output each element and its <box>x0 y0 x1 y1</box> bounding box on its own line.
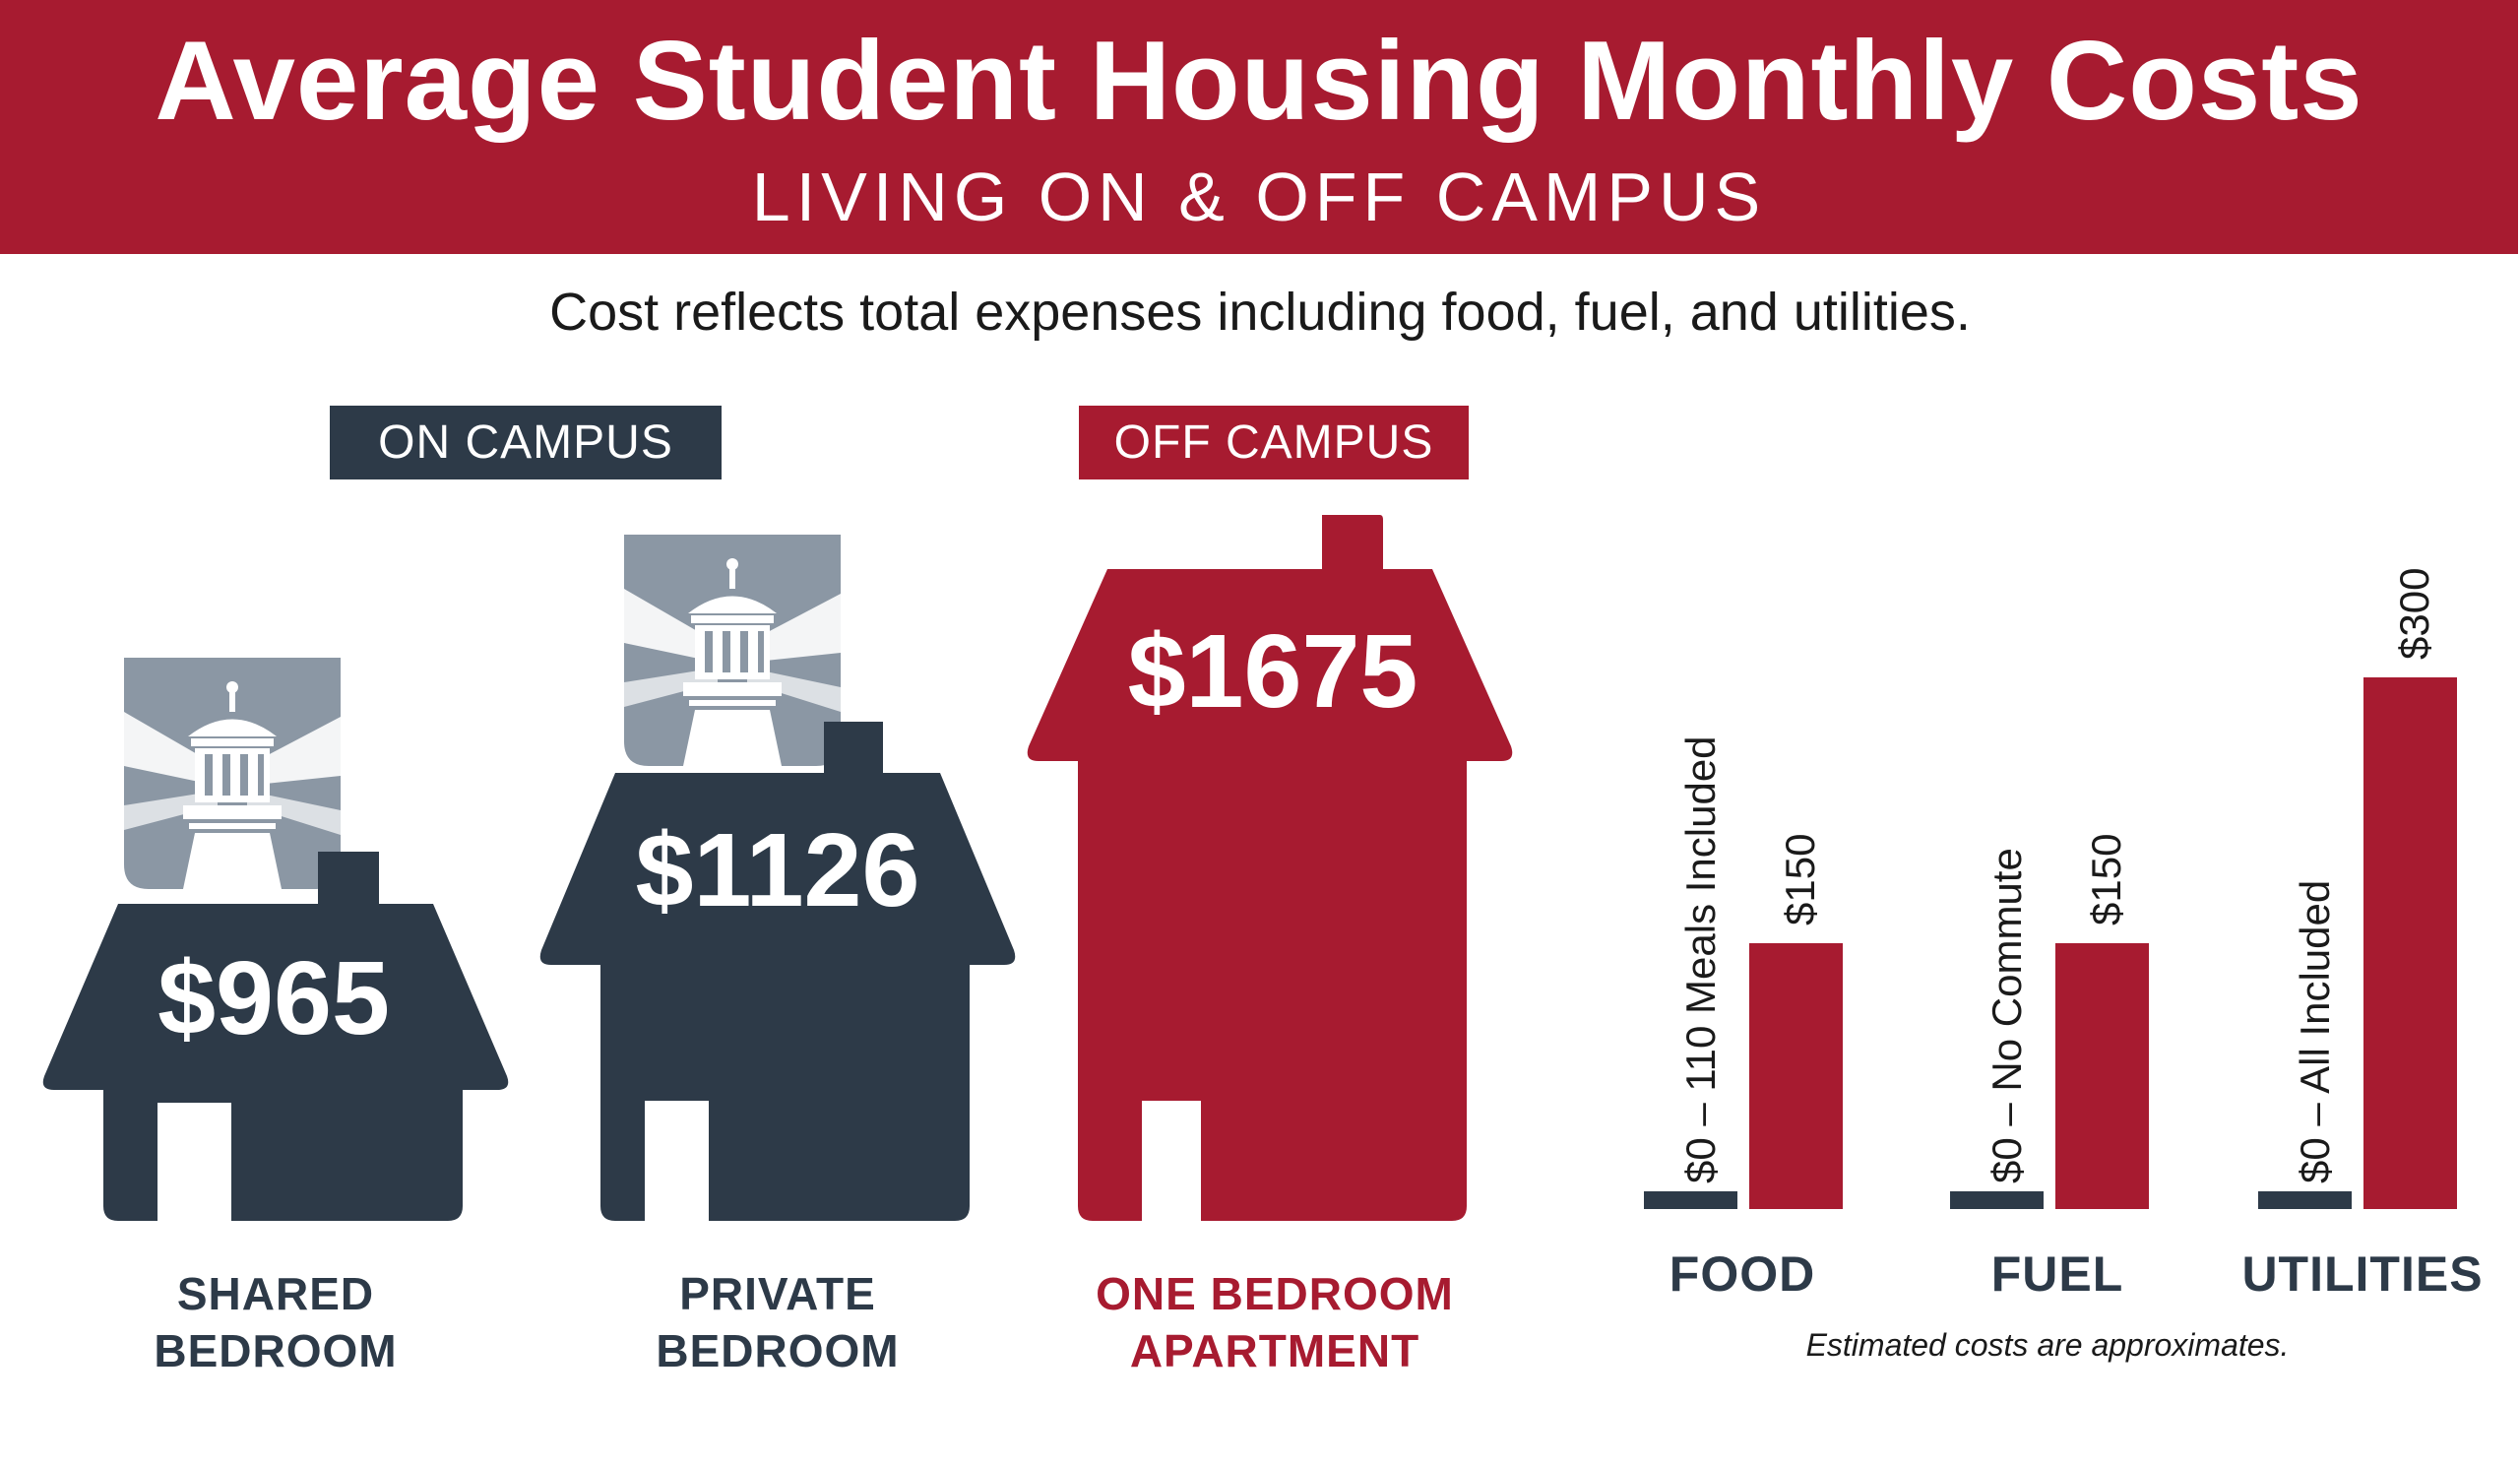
shared-bedroom-label: SHARED BEDROOM <box>79 1265 472 1379</box>
category-label-utilities: UTILITIES <box>2241 1246 2484 1302</box>
page-title: Average Student Housing Monthly Costs <box>155 19 2363 144</box>
label-line: PRIVATE <box>679 1268 876 1319</box>
label-line: APARTMENT <box>1129 1325 1420 1376</box>
category-label-fuel: FUEL <box>1990 1246 2124 1302</box>
bar-value-label-fuel: $150 <box>2083 834 2129 925</box>
cost-bar-chart: $0 – 110 Meals Included $150 $0 – No Commu… <box>1644 568 2457 1209</box>
bar-label-on-campus-fuel: $0 – No Commute <box>1984 848 2030 1183</box>
label-line: ONE BEDROOM <box>1096 1268 1454 1319</box>
private-bedroom-house: $1126 <box>539 535 1016 1221</box>
bar-value-label-utilities: $300 <box>2391 568 2437 660</box>
lighthouse-icon <box>624 535 841 766</box>
private-bedroom-label: PRIVATE BEDROOM <box>581 1265 975 1379</box>
category-label-food: FOOD <box>1669 1246 1816 1302</box>
bar-value-label-food: $150 <box>1777 834 1823 925</box>
bar-on-campus-fuel <box>1950 1191 2044 1209</box>
lighthouse-icon <box>124 658 341 889</box>
label-line: BEDROOM <box>154 1325 398 1376</box>
chart-footnote: Estimated costs are approximates. <box>1805 1327 2290 1363</box>
house-icon <box>539 722 1016 1221</box>
house-price: $965 <box>158 940 390 1056</box>
house-icon <box>42 852 509 1221</box>
on-campus-badge: ON CAMPUS <box>330 406 722 479</box>
bar-label-on-campus-food: $0 – 110 Meals Included <box>1677 735 1724 1183</box>
apartment-house: $1675 <box>1027 515 1513 1221</box>
house-price: $1126 <box>636 812 920 928</box>
page-subtitle: LIVING ON & OFF CAMPUS <box>751 159 1767 235</box>
bar-on-campus-food <box>1644 1191 1737 1209</box>
apartment-label: ONE BEDROOM APARTMENT <box>1024 1265 1526 1379</box>
house-icon <box>1027 515 1513 1221</box>
header-banner: Average Student Housing Monthly Costs LI… <box>0 0 2518 254</box>
cost-note: Cost reflects total expenses including f… <box>549 283 1971 342</box>
bar-label-on-campus-utilities: $0 – All Included <box>2292 880 2338 1183</box>
house-price: $1675 <box>1128 613 1418 730</box>
off-campus-badge: OFF CAMPUS <box>1079 406 1469 479</box>
bar-off-campus-food <box>1749 943 1843 1209</box>
shared-bedroom-house: $965 <box>42 658 509 1221</box>
label-line: SHARED <box>176 1268 375 1319</box>
bar-on-campus-utilities <box>2258 1191 2352 1209</box>
bar-off-campus-fuel <box>2055 943 2149 1209</box>
bar-off-campus-utilities <box>2363 677 2457 1209</box>
label-line: BEDROOM <box>656 1325 900 1376</box>
